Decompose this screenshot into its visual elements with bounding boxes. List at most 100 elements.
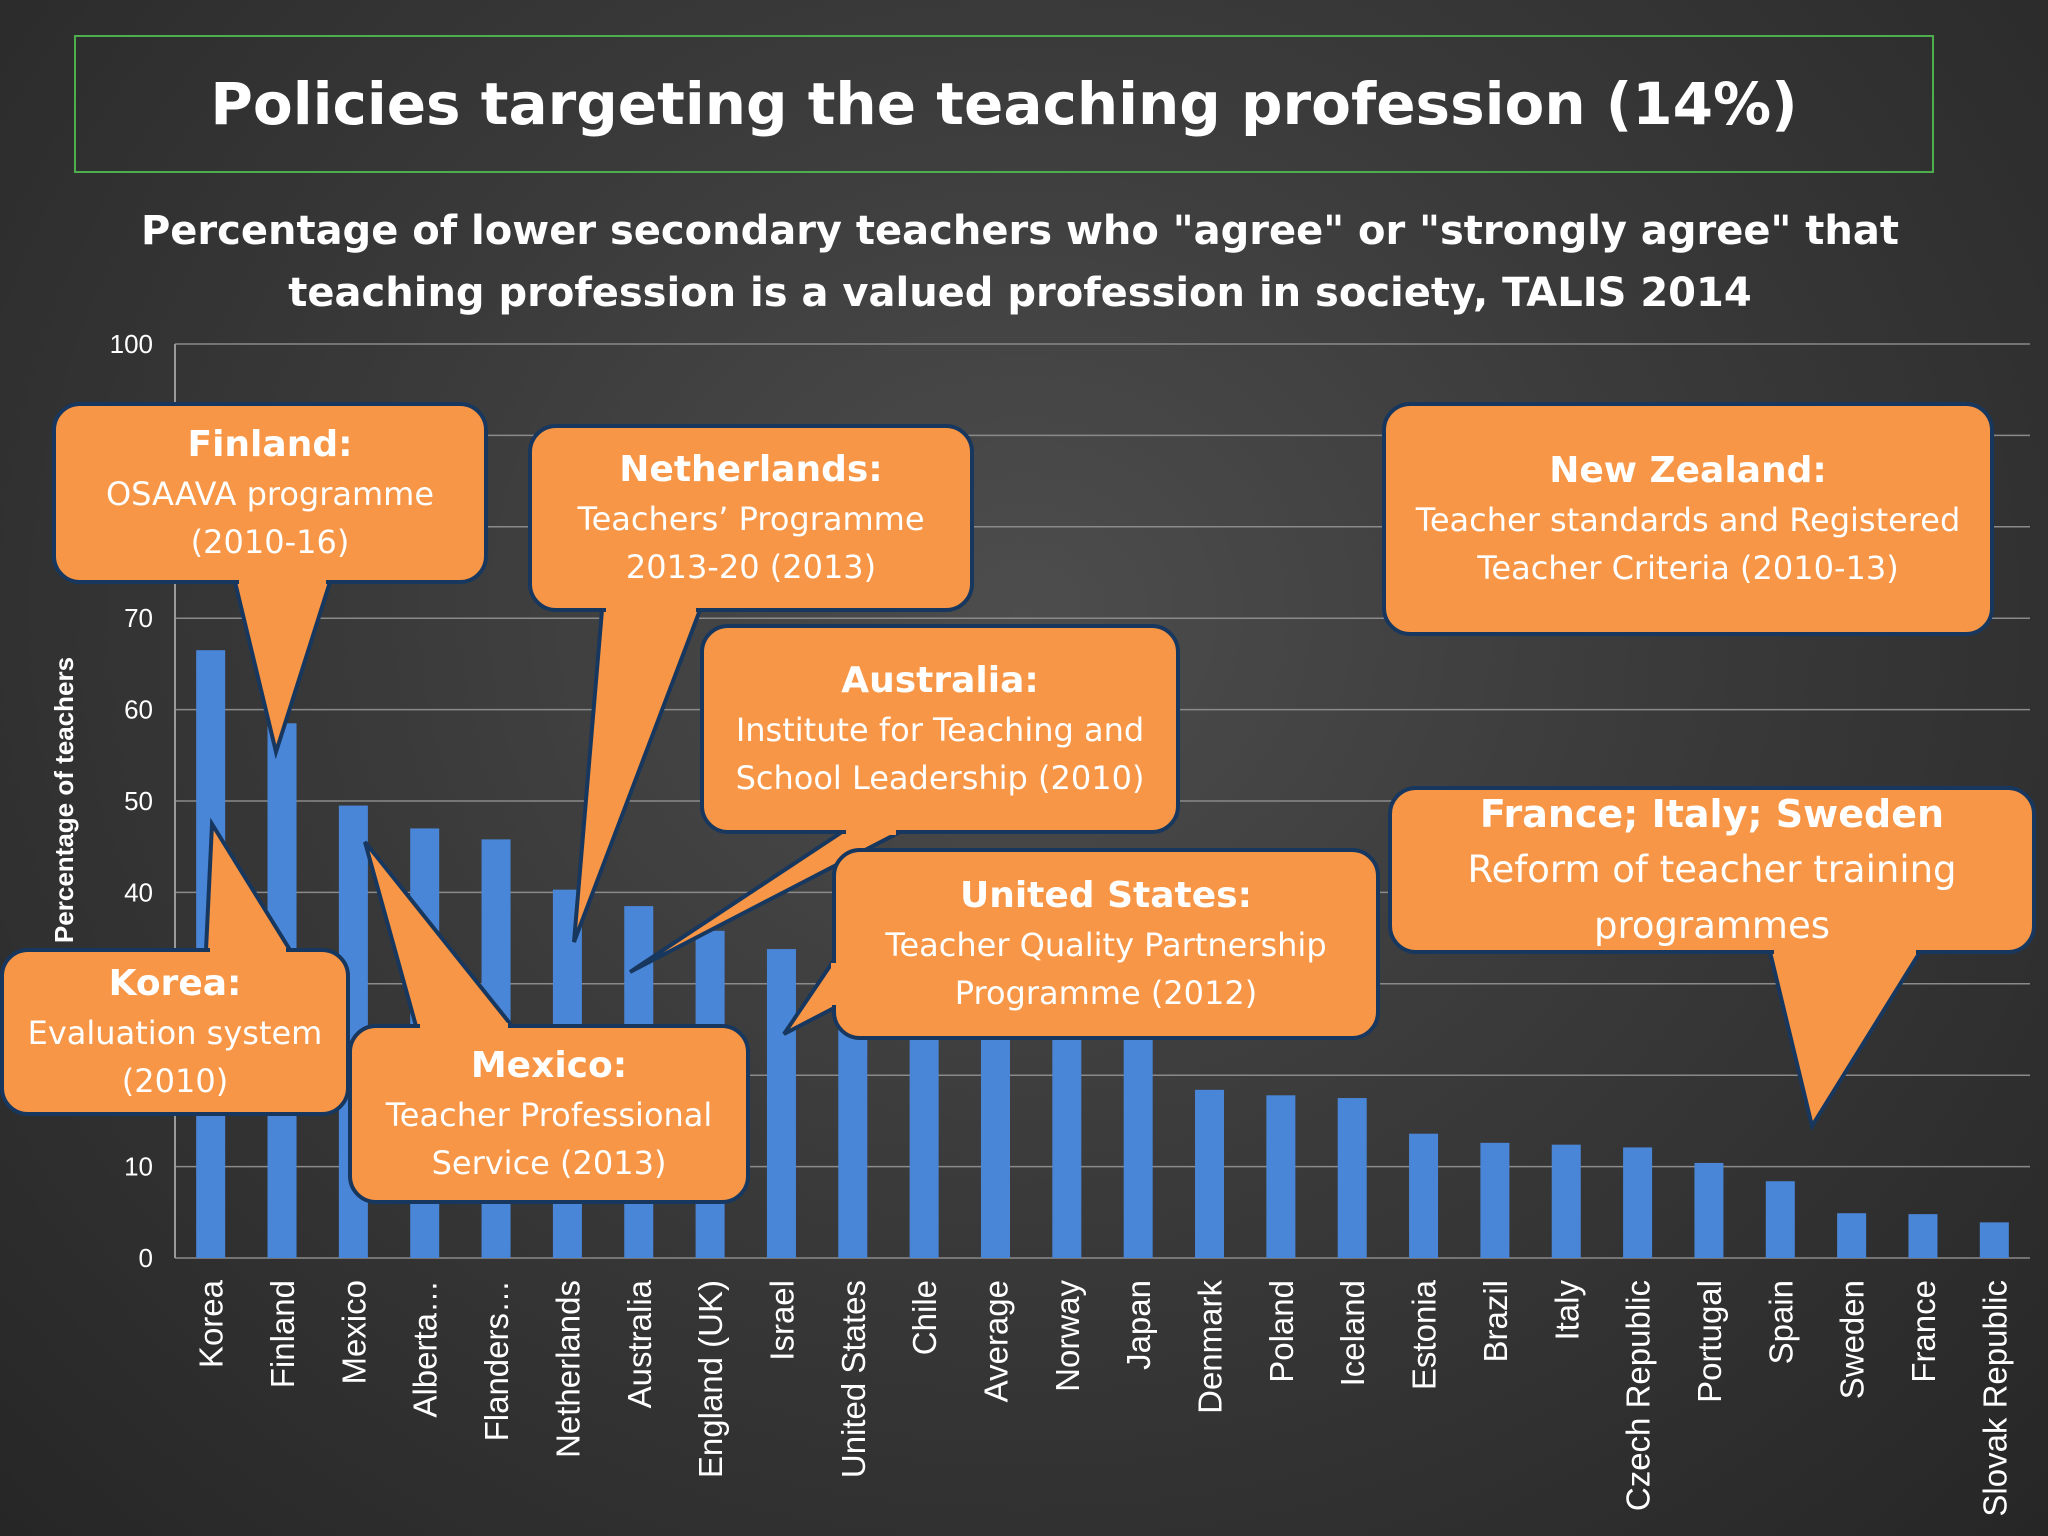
bar bbox=[1480, 1142, 1510, 1258]
callout-text-mexico: Mexico: Teacher Professional Service (2013… bbox=[350, 1026, 748, 1202]
callout-line: programmes bbox=[1593, 904, 1831, 947]
callout-line: Teacher Professional bbox=[385, 1096, 713, 1134]
y-tick-label: 60 bbox=[124, 695, 153, 725]
bar bbox=[1837, 1213, 1867, 1258]
callout-united-states bbox=[782, 848, 1380, 1040]
callout-box bbox=[1388, 786, 2036, 954]
x-tick-label: France bbox=[1905, 1280, 1942, 1383]
callout-text-france-italy-sweden: France; Italy; Sweden Reform of teacher t… bbox=[1390, 788, 2034, 952]
title-box: Policies targeting the teaching professi… bbox=[74, 35, 1934, 173]
bar bbox=[1908, 1214, 1938, 1258]
bar bbox=[1623, 1147, 1653, 1258]
bar bbox=[838, 1002, 868, 1258]
callout-korea bbox=[0, 817, 350, 1116]
bar bbox=[909, 1020, 939, 1258]
callout-pointer bbox=[232, 580, 333, 760]
callout-box bbox=[1382, 402, 1994, 636]
x-tick-label: Iceland bbox=[1334, 1280, 1371, 1386]
callout-box bbox=[0, 948, 350, 1116]
x-tick-label: Spain bbox=[1762, 1280, 1799, 1364]
y-tick-label: 0 bbox=[139, 1243, 153, 1273]
bar bbox=[1195, 1089, 1225, 1258]
callout-pointer-join bbox=[239, 577, 326, 585]
bar bbox=[1123, 1038, 1153, 1258]
callout-line: Programme (2012) bbox=[954, 974, 1258, 1012]
x-tick-label: England (UK) bbox=[692, 1280, 729, 1478]
x-tick-label: Alberta… bbox=[407, 1280, 444, 1418]
callout-line: Teachers’ Programme bbox=[577, 500, 925, 538]
callout-box bbox=[832, 848, 1380, 1040]
callout-line: 2013-20 (2013) bbox=[625, 548, 877, 586]
x-tick-label: Israel bbox=[763, 1280, 800, 1361]
callout-pointer-join bbox=[420, 1023, 508, 1031]
bar bbox=[1694, 1162, 1724, 1258]
callout-pointer bbox=[1767, 950, 1924, 1132]
callout-text-finland: Finland: OSAAVA programme (2010-16) bbox=[54, 404, 486, 582]
x-tick-label: Norway bbox=[1049, 1280, 1086, 1392]
callout-box bbox=[528, 424, 974, 612]
x-tick-label: Korea bbox=[193, 1279, 230, 1368]
bar bbox=[980, 1029, 1010, 1258]
callout-line: OSAAVA programme bbox=[105, 475, 435, 513]
callout-pointer-join bbox=[606, 605, 696, 613]
callout-line: Teacher Criteria (2010-13) bbox=[1477, 549, 1899, 587]
callout-line: School Leadership (2010) bbox=[735, 759, 1145, 797]
x-tick-label: Poland bbox=[1263, 1280, 1300, 1383]
bar bbox=[1765, 1181, 1795, 1258]
x-tick-label: Mexico bbox=[335, 1280, 372, 1385]
callout-text-korea: Korea: Evaluation system (2010) bbox=[2, 950, 348, 1114]
y-axis-label: Percentage of teachers bbox=[49, 657, 79, 943]
callout-australia bbox=[628, 624, 1180, 974]
subtitle-line-2: teaching profession is a valued professi… bbox=[288, 270, 1752, 316]
subtitle-line-1: Percentage of lower secondary teachers w… bbox=[140, 208, 1900, 254]
bar bbox=[1052, 1034, 1082, 1258]
callout-layer bbox=[0, 402, 2036, 1204]
x-tick-label: Chile bbox=[906, 1280, 943, 1355]
callout-box bbox=[700, 624, 1180, 834]
callout-text-netherlands: Netherlands: Teachers’ Programme 2013-20 (… bbox=[530, 426, 972, 610]
bar bbox=[766, 949, 796, 1258]
callout-text-united-states: United States: Teacher Quality Partnershi… bbox=[834, 850, 1378, 1038]
y-tick-label: 10 bbox=[124, 1152, 153, 1182]
callout-title: Netherlands: bbox=[619, 449, 883, 490]
x-tick-label: Japan bbox=[1120, 1280, 1157, 1370]
callout-pointer-join bbox=[831, 963, 839, 1005]
bar bbox=[1979, 1222, 2009, 1258]
callout-finland bbox=[52, 402, 488, 760]
slide-title: Policies targeting the teaching professi… bbox=[210, 70, 1798, 138]
callout-title: United States: bbox=[959, 875, 1252, 916]
x-tick-label: Portugal bbox=[1691, 1280, 1728, 1403]
y-tick-label: 40 bbox=[124, 877, 153, 907]
x-tick-label: Finland bbox=[264, 1280, 301, 1388]
x-tick-label: United States bbox=[835, 1280, 872, 1478]
x-tick-label: Average bbox=[977, 1280, 1014, 1402]
callout-line: (2010-16) bbox=[190, 523, 350, 561]
callout-line: (2010) bbox=[121, 1062, 229, 1100]
bar bbox=[1409, 1133, 1439, 1258]
bar bbox=[1337, 1098, 1367, 1258]
callout-text-australia: Australia: Institute for Teaching and Scho… bbox=[702, 626, 1178, 832]
callout-title: New Zealand: bbox=[1549, 450, 1827, 491]
callout-box bbox=[348, 1024, 750, 1204]
callout-pointer-join bbox=[846, 827, 896, 835]
x-tick-label: Australia bbox=[621, 1279, 658, 1408]
callout-pointer-join bbox=[210, 947, 286, 955]
callout-netherlands bbox=[528, 424, 974, 943]
callout-title: Australia: bbox=[841, 660, 1039, 701]
bar bbox=[1551, 1144, 1581, 1258]
callout-title: Finland: bbox=[187, 424, 353, 465]
x-tick-label: Slovak Republic bbox=[1976, 1280, 2013, 1517]
y-tick-label: 50 bbox=[124, 786, 153, 816]
x-tick-label: Denmark bbox=[1192, 1280, 1229, 1414]
x-tick-label: Brazil bbox=[1477, 1280, 1514, 1363]
y-tick-label: 70 bbox=[124, 603, 153, 633]
callout-line: Evaluation system bbox=[27, 1014, 323, 1052]
callout-line: Institute for Teaching and bbox=[735, 711, 1145, 749]
chart-subtitle: Percentage of lower secondary teachers w… bbox=[120, 200, 1920, 324]
x-tick-label: Sweden bbox=[1834, 1280, 1871, 1399]
callout-pointer-join bbox=[1774, 947, 1916, 955]
callout-new-zealand bbox=[1382, 402, 1994, 636]
x-tick-label: Netherlands bbox=[549, 1280, 586, 1458]
callout-line: Teacher Quality Partnership bbox=[885, 926, 1327, 964]
